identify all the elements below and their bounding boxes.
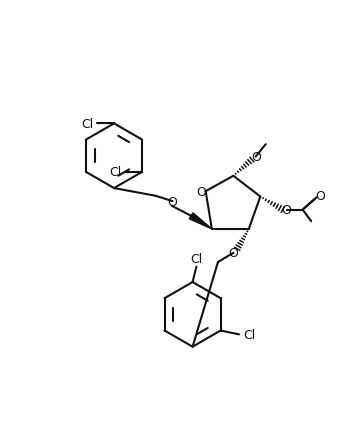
Text: O: O xyxy=(196,185,206,198)
Text: Cl: Cl xyxy=(243,328,255,341)
Text: Cl: Cl xyxy=(81,118,93,131)
Text: O: O xyxy=(228,247,238,259)
Text: O: O xyxy=(168,195,178,208)
Text: Cl: Cl xyxy=(190,253,203,266)
Text: Cl: Cl xyxy=(109,166,121,179)
Text: O: O xyxy=(282,204,291,217)
Polygon shape xyxy=(189,213,212,229)
Text: O: O xyxy=(315,190,325,203)
Text: O: O xyxy=(251,151,261,164)
